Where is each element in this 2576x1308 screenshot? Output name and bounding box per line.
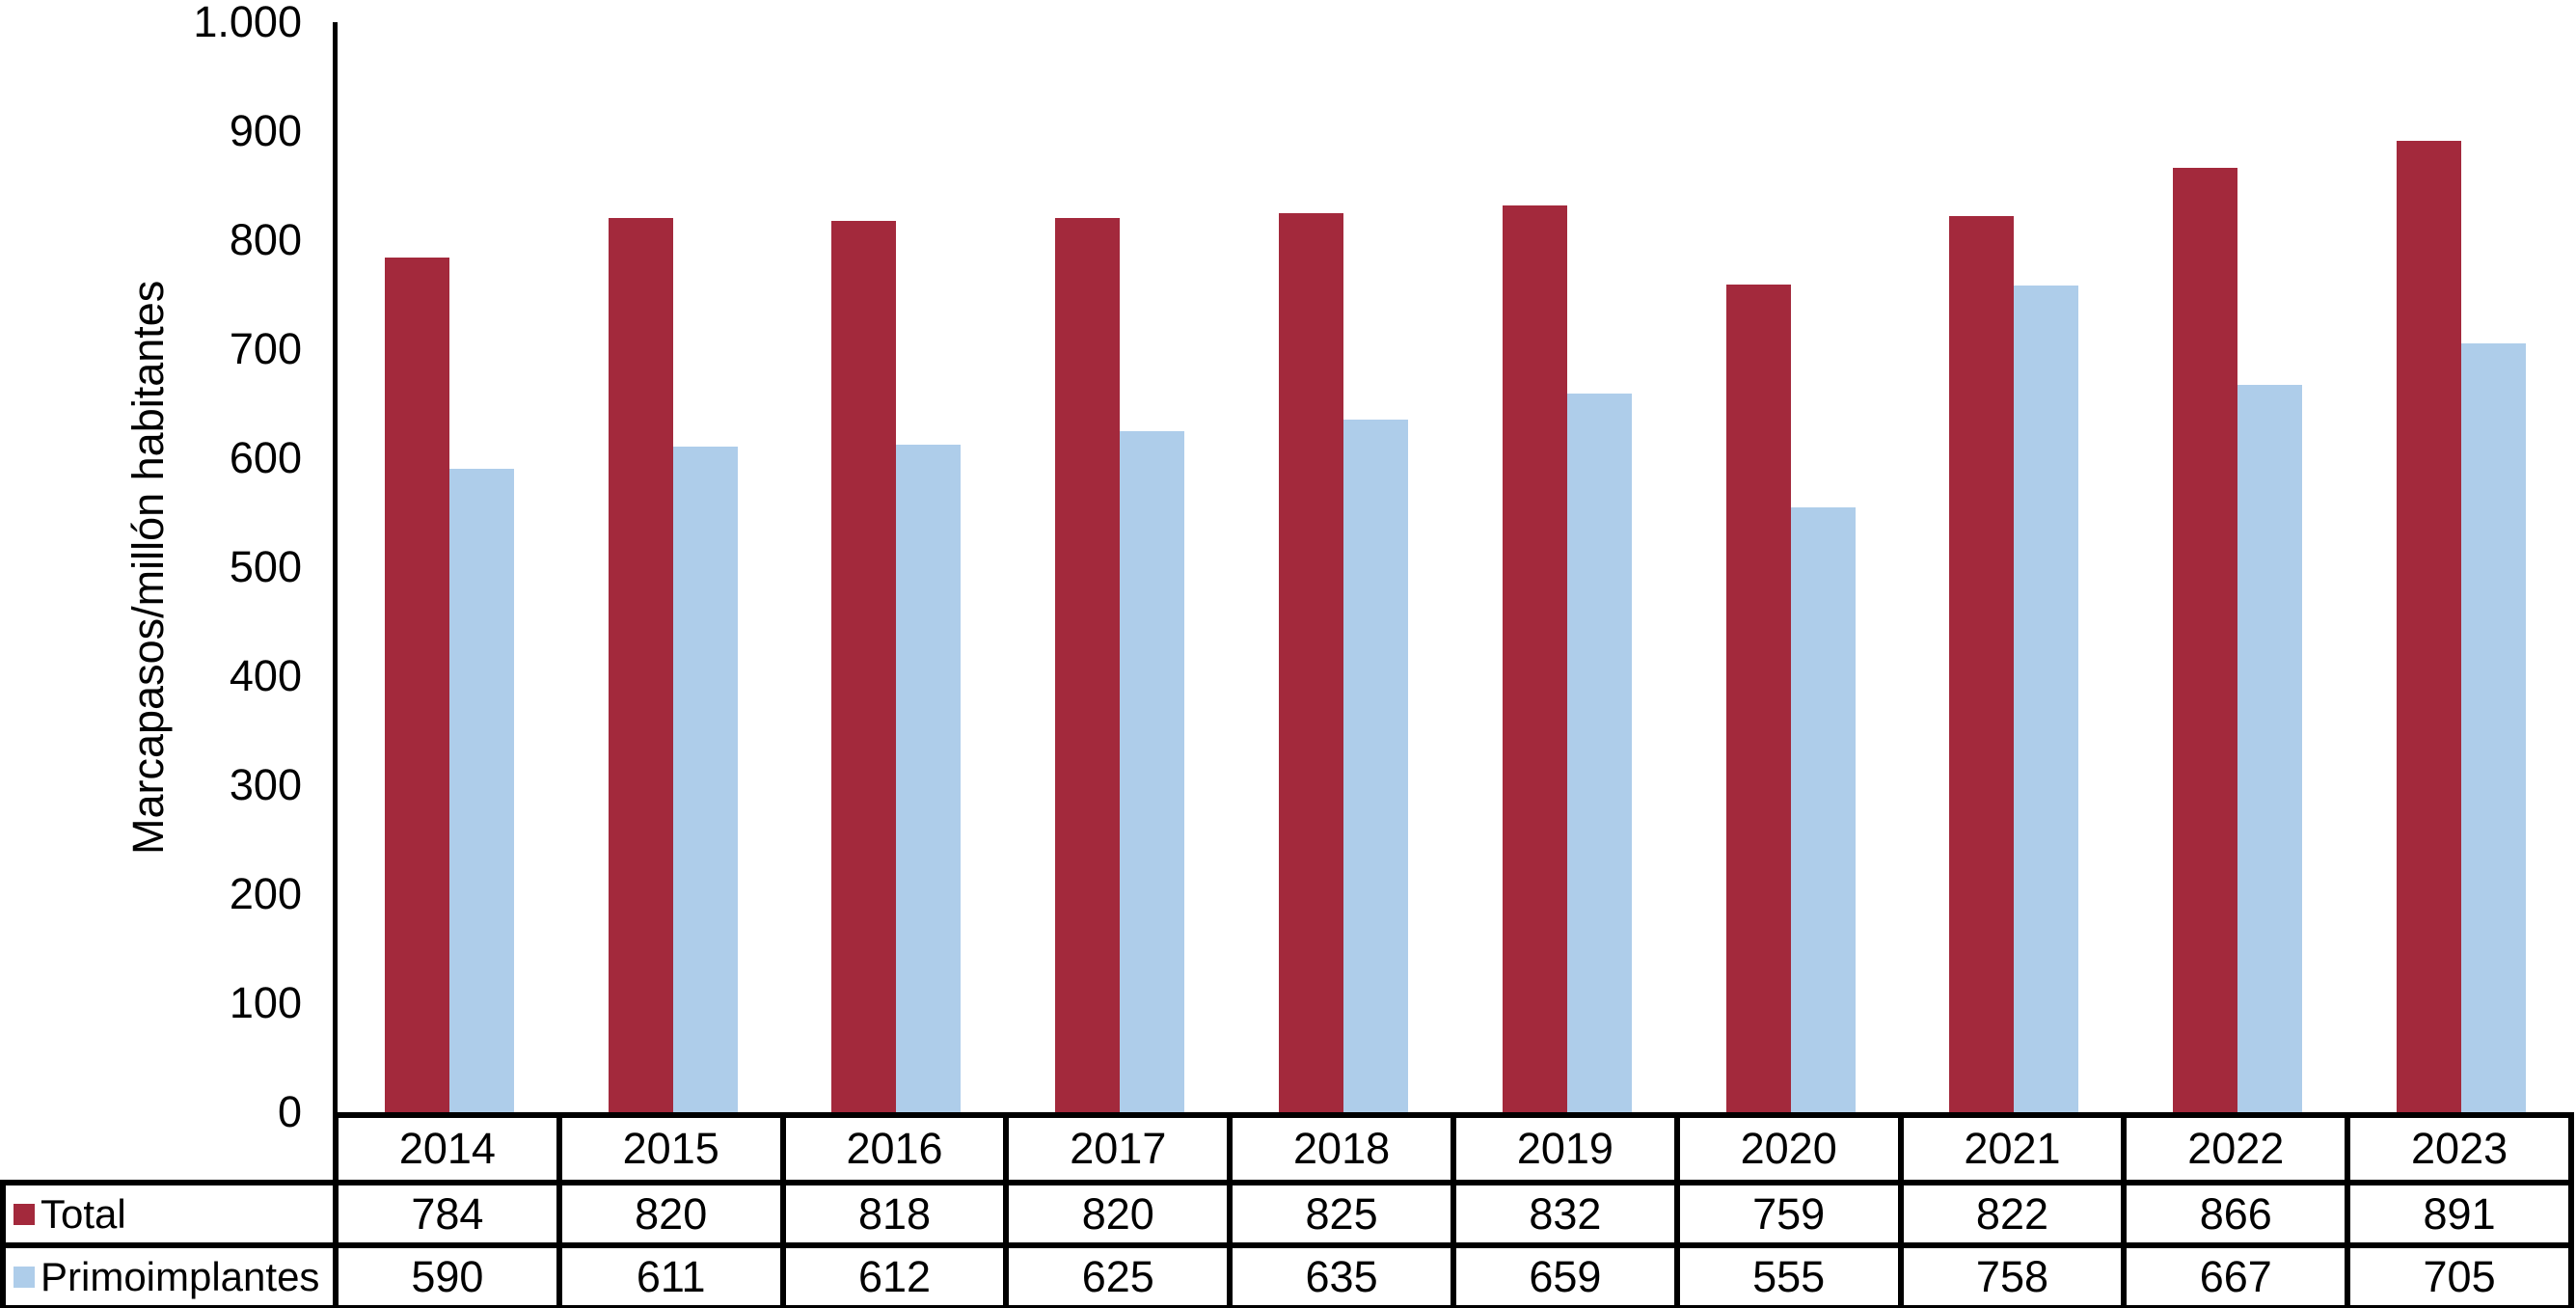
y-tick-label: 1.000	[193, 0, 302, 46]
y-tick-label: 0	[277, 1087, 302, 1136]
total-bar-2016	[831, 221, 897, 1112]
primoimplantes-value-cell-2023: 705	[2345, 1242, 2574, 1308]
primoimplantes-bar-2018	[1343, 420, 1409, 1112]
y-tick-label: 500	[229, 542, 302, 591]
total-bar-2021	[1949, 216, 2015, 1112]
bar-group-2017	[1008, 22, 1232, 1112]
bar-group-2015	[561, 22, 785, 1112]
y-tick-label: 100	[229, 978, 302, 1027]
primoimplantes-value-cell-2022: 667	[2121, 1242, 2351, 1308]
primoimplantes-bar-2014	[448, 469, 514, 1112]
primoimplantes-value-cell-2018: 635	[1227, 1242, 1456, 1308]
primoimplantes-value-cell-2019: 659	[1450, 1242, 1680, 1308]
primoimplantes-bar-2023	[2461, 343, 2527, 1112]
total-value-cell-2014: 784	[333, 1180, 562, 1248]
total-bar-2022	[2173, 168, 2238, 1112]
year-cell-2023: 2023	[2345, 1112, 2574, 1185]
bar-group-2022	[2126, 22, 2349, 1112]
total-bar-2017	[1055, 218, 1121, 1112]
primoimplantes-bar-2017	[1120, 431, 1185, 1112]
total-bar-2018	[1279, 213, 1344, 1112]
bar-group-2020	[1679, 22, 1903, 1112]
bar-group-2019	[1455, 22, 1679, 1112]
series-label: Total	[41, 1190, 126, 1237]
y-axis-title: Marcapasos/millón habitantes	[123, 280, 173, 855]
primoimplantes-value-cell-2020: 555	[1673, 1242, 1904, 1308]
primoimplantes-bar-2016	[896, 445, 962, 1112]
series-label: Primoimplantes	[41, 1253, 320, 1299]
primoimplantes-bar-2015	[672, 447, 738, 1112]
year-cell-2018: 2018	[1227, 1112, 1456, 1185]
plot-area	[338, 22, 2573, 1112]
total-value-cell-2020: 759	[1673, 1180, 1904, 1248]
total-swatch-icon	[14, 1203, 35, 1225]
total-value-cell-2018: 825	[1227, 1180, 1456, 1248]
total-value-cell-2016: 818	[779, 1180, 1010, 1248]
y-tick-label: 600	[229, 433, 302, 482]
legend-cell-primoimplantes: Primoimplantes	[0, 1242, 339, 1308]
total-value-cell-2015: 820	[556, 1180, 786, 1248]
primoimplantes-value-cell-2014: 590	[333, 1242, 562, 1308]
total-value-cell-2017: 820	[1003, 1180, 1234, 1248]
primoimplantes-swatch-icon	[14, 1266, 35, 1288]
year-cell-2016: 2016	[779, 1112, 1010, 1185]
bar-group-2021	[1903, 22, 2127, 1112]
primoimplantes-value-cell-2017: 625	[1003, 1242, 1234, 1308]
year-cell-2017: 2017	[1003, 1112, 1234, 1185]
primoimplantes-value-cell-2021: 758	[1897, 1242, 2128, 1308]
total-bar-2019	[1502, 205, 1567, 1112]
bar-group-2014	[338, 22, 561, 1112]
y-tick-label: 300	[229, 760, 302, 809]
bar-group-2016	[785, 22, 1009, 1112]
total-bar-2015	[608, 218, 673, 1112]
bar-group-2023	[2349, 22, 2573, 1112]
primoimplantes-bar-2022	[2237, 385, 2303, 1112]
y-tick-label: 200	[229, 869, 302, 918]
primoimplantes-bar-2019	[1566, 394, 1632, 1112]
primoimplantes-bar-2020	[1790, 507, 1856, 1112]
year-cell-2014: 2014	[333, 1112, 562, 1185]
total-bar-2023	[2397, 141, 2462, 1112]
total-value-cell-2019: 832	[1450, 1180, 1680, 1248]
y-axis-line	[333, 22, 338, 1112]
total-value-cell-2023: 891	[2345, 1180, 2574, 1248]
year-cell-2019: 2019	[1450, 1112, 1680, 1185]
year-cell-2021: 2021	[1897, 1112, 2128, 1185]
y-tick-label: 400	[229, 651, 302, 700]
y-tick-label: 700	[229, 324, 302, 373]
y-tick-label: 800	[229, 215, 302, 264]
chart-data-table: 2014 2015 2016 2017 2018 2019 2020 2021 2022 2023…	[0, 1112, 2574, 1308]
y-tick-label: 900	[229, 106, 302, 155]
bar-group-2018	[1232, 22, 1455, 1112]
year-cell-2015: 2015	[556, 1112, 786, 1185]
legend-cell-total: Total	[0, 1180, 339, 1248]
primoimplantes-value-cell-2015: 611	[556, 1242, 786, 1308]
primoimplantes-value-cell-2016: 612	[779, 1242, 1010, 1308]
primoimplantes-bar-2021	[2014, 286, 2079, 1112]
total-bar-2014	[384, 258, 449, 1112]
year-cell-2022: 2022	[2121, 1112, 2351, 1185]
year-cell-2020: 2020	[1673, 1112, 1904, 1185]
table-corner-cell	[3, 1115, 336, 1183]
total-value-cell-2021: 822	[1897, 1180, 2128, 1248]
total-value-cell-2022: 866	[2121, 1180, 2351, 1248]
total-bar-2020	[1725, 285, 1791, 1112]
